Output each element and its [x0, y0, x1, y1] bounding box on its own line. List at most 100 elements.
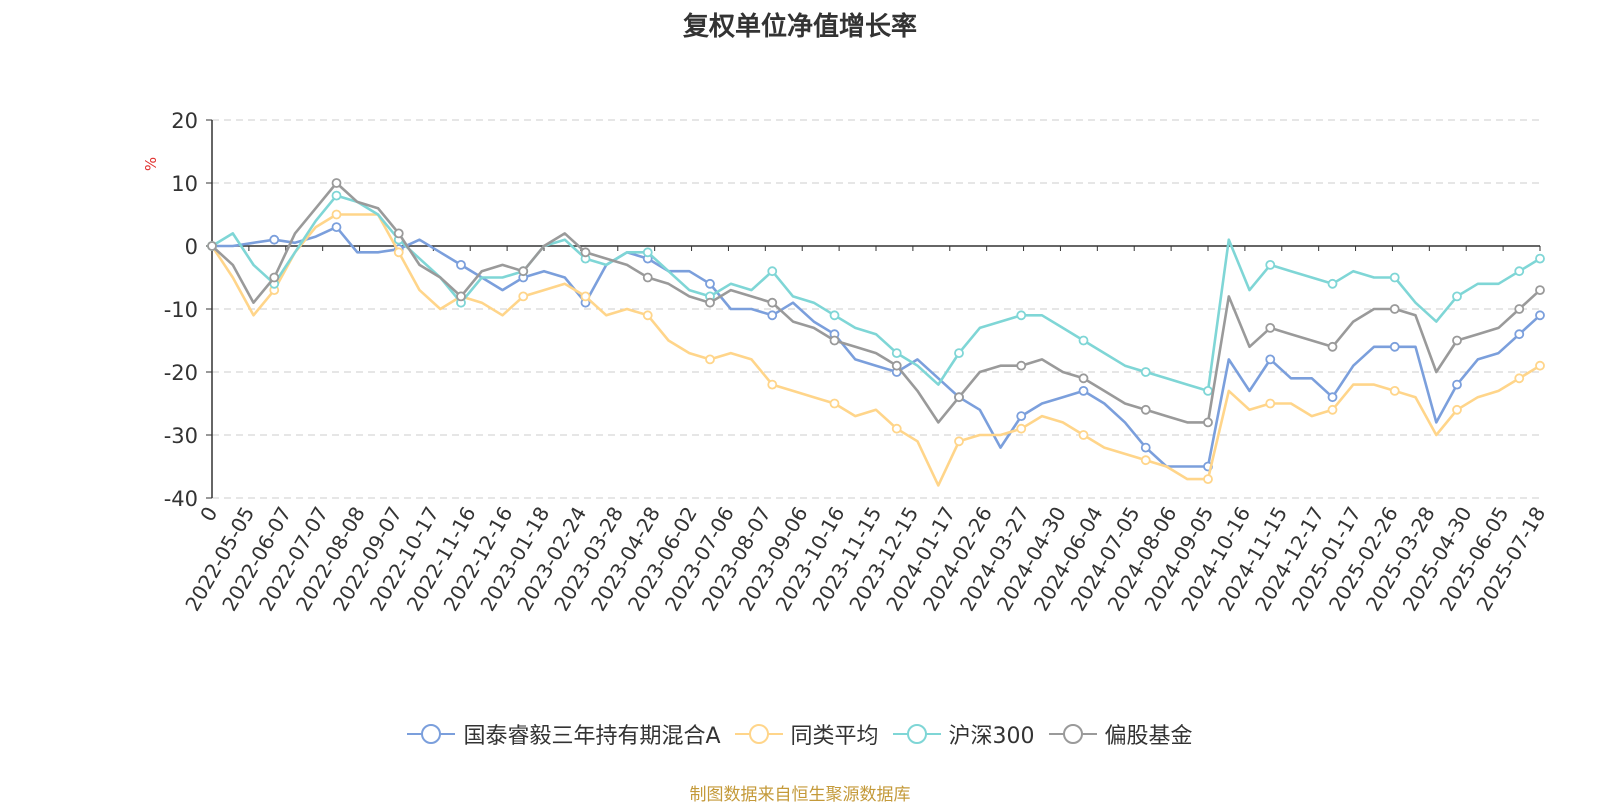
series-line-3	[211, 181, 1541, 424]
data-point-series-2	[642, 247, 653, 258]
series-line-1	[210, 213, 1541, 487]
data-point-series-1	[1327, 404, 1338, 415]
data-point-series-1	[331, 209, 342, 220]
data-point-series-0	[1140, 442, 1151, 453]
data-point-series-1	[705, 354, 715, 365]
data-point-series-3	[1535, 285, 1545, 296]
data-point-series-1	[1078, 430, 1089, 440]
data-point-series-3	[207, 241, 217, 251]
data-point-series-0	[331, 222, 342, 233]
data-point-series-2	[1327, 278, 1338, 289]
legend-series-icon	[1048, 724, 1097, 744]
data-point-series-2	[767, 266, 778, 277]
data-point-series-0	[269, 234, 280, 245]
legend-series-icon	[734, 724, 783, 744]
data-point-series-2	[1389, 272, 1400, 283]
data-point-series-0	[1535, 310, 1545, 321]
series-line-2	[211, 194, 1541, 393]
data-point-series-0	[1265, 354, 1276, 365]
data-point-series-1	[580, 291, 591, 302]
data-point-series-3	[456, 291, 466, 302]
data-point-series-3	[1452, 335, 1462, 346]
series-line-0	[212, 225, 1541, 468]
data-point-series-2	[331, 190, 342, 201]
y-tick-label: -40	[164, 487, 198, 511]
data-point-series-1	[642, 310, 653, 321]
data-point-series-0	[1452, 379, 1462, 390]
data-point-series-3	[705, 297, 715, 308]
legend-item-1[interactable]: 同类平均	[734, 718, 879, 750]
y-tick-label: -20	[164, 361, 198, 385]
legend-label: 国泰睿毅三年持有期混合A	[463, 724, 721, 749]
data-point-series-1	[954, 436, 964, 447]
y-tick-label: -10	[164, 298, 198, 322]
line-chart: 20100-10-20-30-40%02022-05-052022-06-072…	[142, 109, 1550, 615]
data-point-series-1	[1514, 373, 1525, 384]
y-tick-label: -30	[164, 424, 198, 448]
y-axis-unit: %	[142, 157, 160, 171]
data-point-series-3	[393, 228, 404, 239]
data-point-series-0	[767, 310, 778, 321]
data-point-series-1	[829, 398, 840, 409]
data-point-series-0	[456, 259, 466, 270]
data-point-series-1	[1535, 360, 1545, 371]
y-tick-label: 0	[185, 235, 198, 259]
data-source-note: 制图数据来自恒生聚源数据库	[689, 785, 911, 805]
data-point-series-1	[1203, 474, 1213, 485]
data-point-series-0	[1016, 411, 1027, 422]
data-point-series-0	[705, 278, 715, 289]
legend-item-2[interactable]: 沪深300	[892, 718, 1035, 750]
data-point-series-2	[1535, 253, 1545, 264]
data-point-series-3	[1140, 404, 1151, 415]
y-tick-label: 10	[171, 172, 198, 196]
x-tick-label: 0	[195, 503, 222, 526]
legend-series-icon	[407, 724, 456, 744]
data-point-series-1	[767, 379, 778, 390]
data-point-series-2	[1452, 291, 1462, 302]
data-point-series-3	[1327, 341, 1338, 352]
data-point-series-3	[1016, 360, 1027, 371]
data-point-series-1	[1140, 455, 1151, 466]
data-point-series-0	[1078, 385, 1089, 396]
legend: 国泰睿毅三年持有期混合A 同类平均 沪深300 偏股基金	[0, 718, 1600, 750]
data-point-series-2	[1016, 310, 1027, 321]
data-point-series-3	[954, 392, 964, 403]
data-point-series-1	[1452, 404, 1462, 415]
data-point-series-2	[1078, 335, 1089, 346]
data-point-series-2	[891, 348, 902, 359]
data-point-series-1	[393, 247, 404, 258]
data-point-series-1	[518, 291, 529, 302]
data-point-series-2	[1514, 266, 1525, 277]
data-point-series-3	[1203, 417, 1213, 428]
legend-label: 同类平均	[790, 724, 879, 749]
data-point-series-3	[1078, 373, 1089, 384]
legend-item-3[interactable]: 偏股基金	[1048, 718, 1193, 750]
data-point-series-3	[767, 297, 778, 308]
data-point-series-1	[1016, 423, 1027, 434]
data-point-series-3	[331, 178, 342, 188]
data-point-series-2	[1140, 367, 1151, 377]
data-point-series-3	[642, 272, 653, 283]
data-point-series-0	[1514, 329, 1525, 340]
data-point-series-1	[1389, 385, 1400, 396]
data-point-series-3	[1514, 304, 1525, 314]
data-point-series-2	[1265, 259, 1276, 270]
y-tick-label: 20	[171, 109, 198, 133]
data-point-series-2	[829, 310, 840, 321]
legend-label: 沪深300	[948, 724, 1035, 749]
legend-series-icon	[892, 724, 941, 744]
data-point-series-3	[829, 335, 840, 346]
data-point-series-0	[1327, 392, 1338, 403]
legend-label: 偏股基金	[1104, 724, 1193, 749]
data-point-series-0	[1389, 341, 1400, 352]
data-point-series-3	[1389, 304, 1400, 314]
data-point-series-1	[1265, 398, 1276, 409]
data-point-series-3	[891, 360, 902, 371]
legend-item-0[interactable]: 国泰睿毅三年持有期混合A	[407, 718, 721, 750]
data-point-series-3	[580, 247, 591, 258]
data-point-series-2	[954, 348, 964, 359]
data-point-series-3	[518, 266, 529, 277]
data-point-series-3	[1265, 322, 1276, 333]
chart-title: 复权单位净值增长率	[682, 12, 917, 42]
data-point-series-2	[1203, 385, 1213, 396]
